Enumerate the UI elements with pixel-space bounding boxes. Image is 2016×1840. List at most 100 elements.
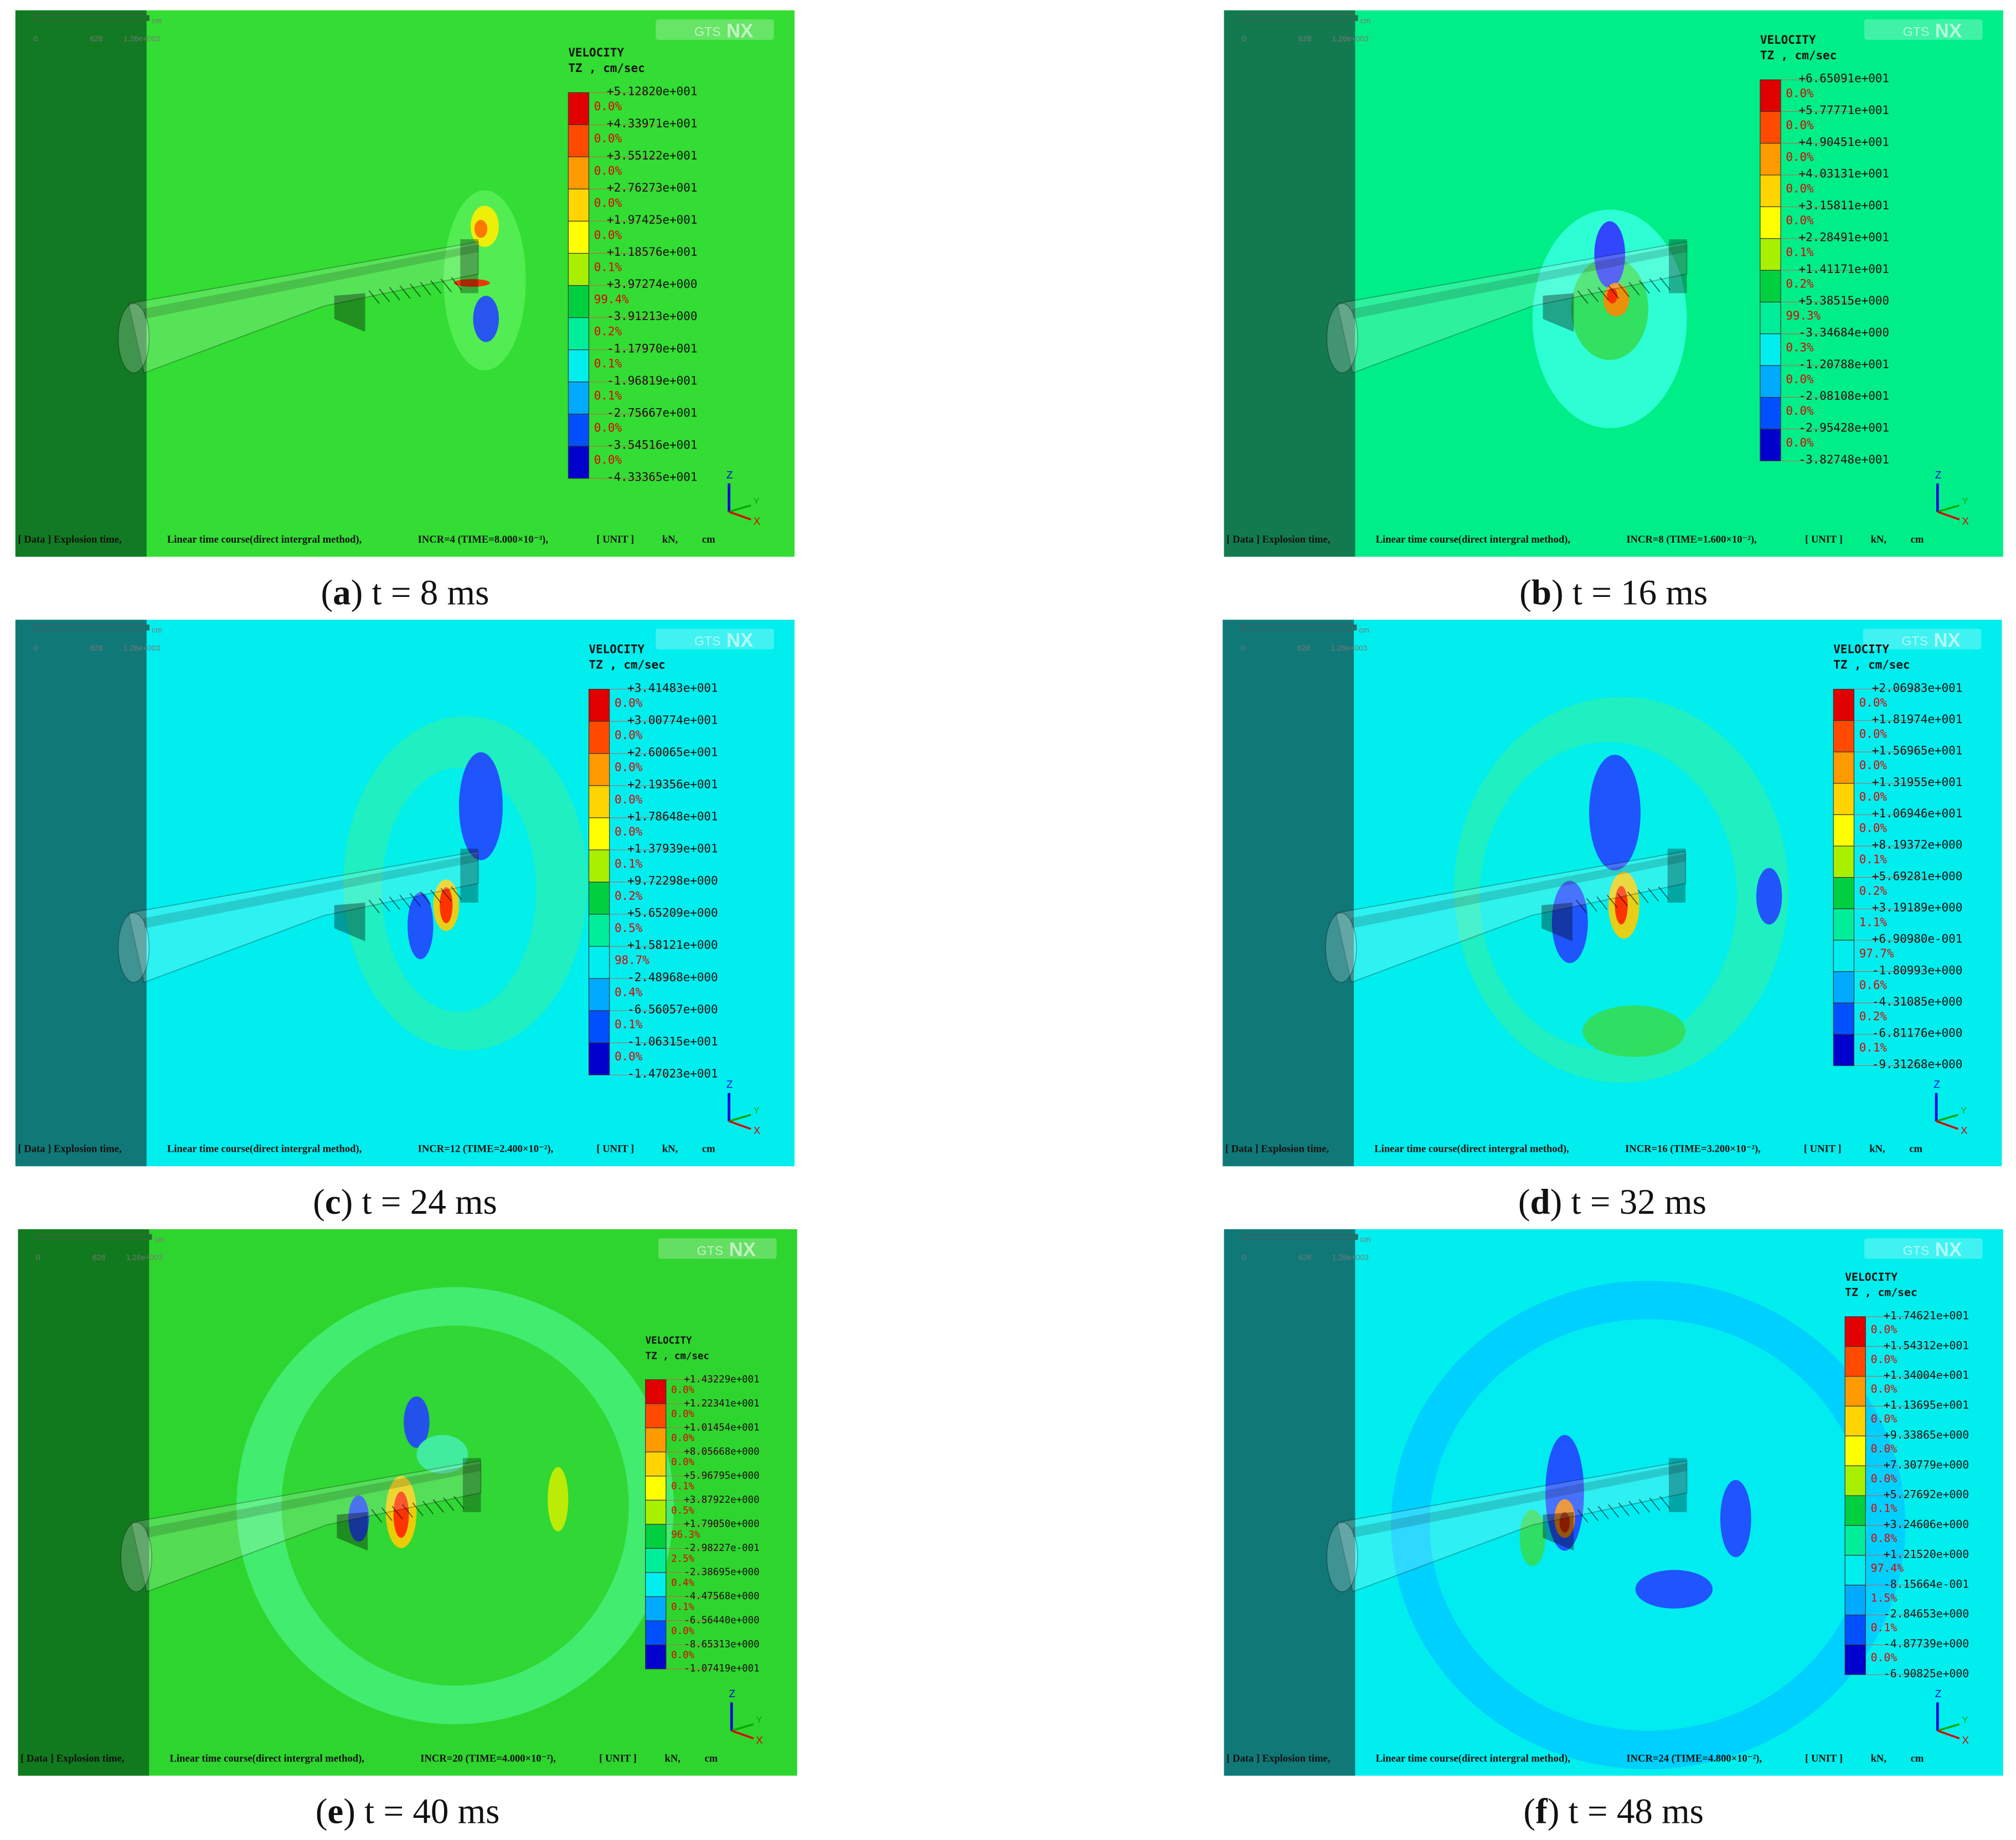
legend-percent: 0.0% [1871, 1383, 1898, 1395]
logo-nx: NX [726, 20, 753, 42]
legend-percent: 0.0% [1786, 436, 1814, 449]
legend-percent: 0.0% [1859, 821, 1888, 834]
scale-label: 0 [1242, 34, 1246, 43]
legend-band [1833, 689, 1855, 721]
legend-level: +1.41171e+001 [1799, 262, 1889, 276]
axis-x [1937, 1729, 1960, 1740]
legend-percent: 0.2% [594, 325, 622, 338]
tunnel-body [128, 241, 479, 374]
borehole [412, 1502, 424, 1516]
legend-band [1844, 1495, 1866, 1526]
contour-region [1607, 288, 1618, 304]
legend-percent: 0.0% [1871, 1413, 1898, 1425]
footer-method: Linear time course(direct intergral meth… [167, 1143, 362, 1155]
legend-percent: 0.1% [671, 1601, 694, 1612]
scale-unit: cm [152, 16, 162, 25]
footer-incr: INCR=4 (TIME=8.000×10⁻³), [418, 534, 548, 545]
footer-cm: cm [1909, 1143, 1922, 1155]
legend-percent: 99.4% [594, 292, 629, 306]
axis-label: Z [726, 469, 733, 481]
contour-region [1635, 1570, 1713, 1609]
legend-percent: 0.0% [594, 196, 622, 209]
legend-level: -1.96819e+001 [607, 374, 697, 387]
legend-level: -9.31268e+000 [1872, 1058, 1962, 1071]
tunnel-end [334, 293, 365, 332]
footer-method: Linear time course(direct intergral meth… [170, 1753, 364, 1764]
legend-band [645, 1451, 667, 1477]
legend-band [645, 1403, 667, 1429]
caption-part: ( [1523, 1792, 1535, 1832]
legend-band [645, 1548, 667, 1573]
rock-strip [1223, 620, 1354, 1167]
legend-percent: 0.0% [1871, 1651, 1898, 1664]
caption-part: ) t = 16 ms [1551, 573, 1708, 612]
axis-label: Y [754, 496, 760, 506]
borehole [1638, 1499, 1650, 1513]
legend-level: -8.65313e+000 [684, 1639, 759, 1650]
legend-level: +2.76273e+001 [607, 181, 697, 194]
legend-level: +1.18576e+001 [607, 245, 697, 259]
legend-level: -6.56057e+000 [627, 1003, 718, 1016]
legend-percent: 0.2% [615, 889, 643, 903]
legend-band [568, 382, 590, 415]
logo-gts: GTS [694, 24, 721, 39]
scale-label: 0 [1242, 1253, 1246, 1262]
tunnel-top [144, 853, 478, 929]
legend-band [1760, 365, 1781, 398]
legend-band [645, 1427, 667, 1452]
legend-percent: 0.8% [1871, 1532, 1898, 1545]
borehole [430, 889, 442, 904]
borehole [1587, 1507, 1599, 1521]
legend-title: VELOCITY [589, 643, 645, 656]
legend-level: +9.33865e+000 [1884, 1429, 1969, 1441]
scale-bar [1241, 1234, 1358, 1240]
legend-subtitle: TZ , cm/sec [1845, 1286, 1917, 1299]
legend-level: -2.75667e+001 [607, 406, 697, 419]
contour-region [458, 752, 503, 860]
axis-label: X [1962, 515, 1968, 527]
contour-region [440, 887, 453, 924]
legend-subtitle: TZ , cm/sec [1760, 49, 1837, 62]
caption-part: ( [321, 573, 333, 612]
caption-part: ( [1519, 573, 1532, 612]
footer-data: [ Data ] Explosion time, [1225, 1143, 1329, 1155]
logo-box [656, 19, 774, 40]
borehole [391, 1506, 403, 1519]
borehole [443, 1497, 455, 1511]
scale-label: 0 [33, 34, 38, 43]
legend-band [1833, 720, 1855, 753]
axis-label: X [1961, 1125, 1967, 1136]
tunnel-end [334, 903, 365, 941]
axis-label: Y [1961, 1106, 1967, 1116]
legend-level: +9.72298e+000 [627, 874, 718, 888]
scale-label: 628 [1298, 1253, 1311, 1262]
borehole [389, 287, 400, 301]
caption-part: b [1532, 573, 1551, 612]
borehole [432, 1499, 444, 1513]
legend-percent: 0.1% [1859, 853, 1888, 866]
legend-level: +4.33971e+001 [607, 117, 697, 130]
contour-region [473, 296, 499, 342]
legend-percent: 0.0% [1786, 214, 1814, 227]
borehole [1606, 894, 1618, 909]
legend-percent: 0.0% [594, 421, 622, 435]
legend-band [588, 882, 610, 915]
logo-gts: GTS [697, 1243, 724, 1257]
legend-level: -3.82748e+001 [1799, 453, 1889, 466]
rock-strip [18, 1229, 149, 1776]
legend-band [588, 946, 610, 979]
borehole [1617, 893, 1628, 907]
legend-subtitle: TZ , cm/sec [1833, 658, 1910, 672]
scale-label: 628 [90, 643, 103, 652]
legend-percent: 0.0% [615, 729, 643, 742]
borehole [389, 896, 400, 910]
footer-kn: kN, [1871, 534, 1886, 545]
contour-region [1430, 1319, 1867, 1731]
scale-bar [1240, 625, 1357, 631]
footer-unit: [ UNIT ] [596, 534, 634, 545]
axis-y [731, 1723, 754, 1732]
footer-incr: INCR=24 (TIME=4.800×10⁻²), [1626, 1753, 1762, 1764]
legend-percent: 0.0% [1786, 118, 1814, 132]
tunnel-face [117, 303, 150, 374]
scale-unit: cm [152, 626, 162, 635]
